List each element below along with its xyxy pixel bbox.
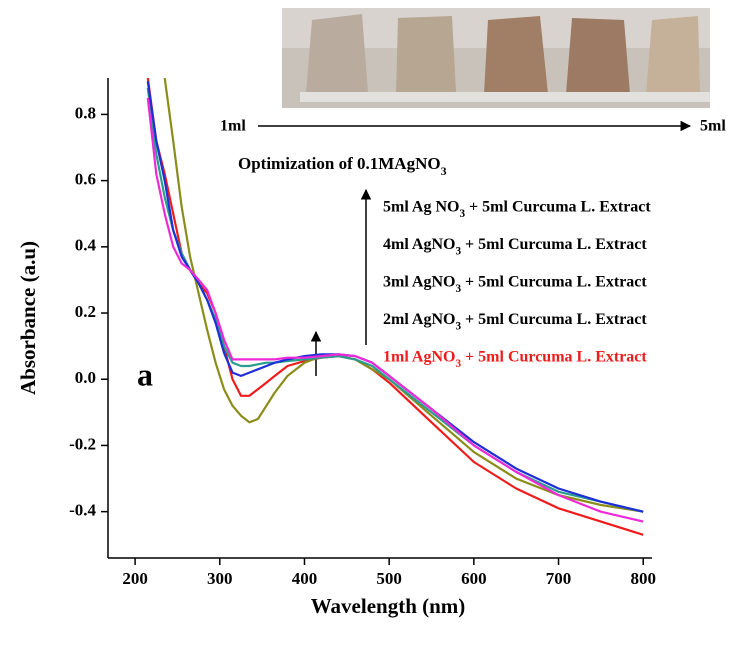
y-tick-label: 0.8 (75, 103, 96, 122)
x-axis-title: Wavelength (nm) (311, 594, 466, 618)
y-tick-label: 0.0 (75, 368, 96, 387)
legend-label: 5ml Ag NO3 + 5ml Curcuma L. Extract (383, 199, 651, 220)
arrow-start-label: 1ml (220, 118, 246, 135)
series-line (148, 78, 643, 535)
legend-label: 3ml AgNO3 + 5ml Curcuma L. Extract (383, 274, 647, 295)
y-tick-label: 0.6 (75, 170, 96, 189)
arrow-end-label: 5ml (700, 118, 726, 135)
inset-photo (282, 8, 710, 108)
y-tick-label: -0.4 (69, 501, 96, 520)
x-tick-label: 500 (376, 569, 402, 588)
x-tick-label: 200 (122, 569, 148, 588)
series-line (148, 81, 643, 511)
series-line (148, 88, 643, 512)
panel-label: a (137, 356, 153, 392)
y-tick-label: 0.2 (75, 302, 96, 321)
legend-label: 4ml AgNO3 + 5ml Curcuma L. Extract (383, 236, 647, 257)
chart: 1ml 5ml Optimization of 0.1MAgNO3 a Wave… (0, 0, 750, 647)
x-tick-label: 800 (630, 569, 656, 588)
legend-label: 2ml AgNO3 + 5ml Curcuma L. Extract (383, 311, 647, 332)
x-tick-label: 400 (292, 569, 318, 588)
y-tick-label: 0.4 (75, 236, 97, 255)
x-tick-label: 600 (461, 569, 487, 588)
plot-area (148, 78, 643, 535)
optimization-annotation: Optimization of 0.1MAgNO3 (238, 154, 447, 178)
y-tick-label: -0.2 (69, 434, 96, 453)
series-line (165, 78, 644, 512)
x-tick-label: 300 (207, 569, 233, 588)
page: 1ml 5ml Optimization of 0.1MAgNO3 a Wave… (0, 0, 750, 647)
legend-label: 1ml AgNO3 + 5ml Curcuma L. Extract (383, 349, 647, 370)
x-tick-label: 700 (546, 569, 572, 588)
y-axis-title: Absorbance (a.u) (16, 241, 40, 395)
